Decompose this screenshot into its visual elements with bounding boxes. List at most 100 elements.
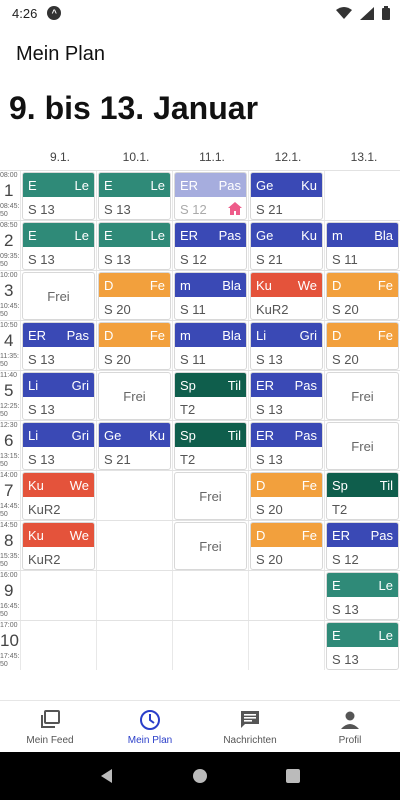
lesson-card[interactable]: ER Pas S 12 (174, 222, 247, 270)
lesson-teacher: Ku (301, 177, 317, 193)
lesson-room-label: S 20 (332, 301, 359, 317)
lesson-room-label: S 20 (104, 351, 131, 367)
free-period[interactable]: Frei (174, 522, 247, 570)
lesson-subject: m (332, 227, 343, 243)
lesson-card[interactable]: ER Pas S 12 (174, 172, 247, 220)
lesson-card[interactable]: Ge Ku S 21 (98, 422, 171, 470)
free-period[interactable]: Frei (174, 472, 247, 520)
lesson-card[interactable]: D Fe S 20 (250, 522, 323, 570)
lesson-card[interactable]: D Fe S 20 (326, 272, 399, 320)
lesson-room: S 13 (99, 247, 170, 269)
lesson-card[interactable]: E Le S 13 (98, 222, 171, 270)
lesson-card[interactable]: Ku We KuR2 (22, 472, 95, 520)
period-start-time: 10:50 (0, 322, 18, 329)
lesson-room: S 13 (327, 597, 398, 619)
lesson-subject: Ku (28, 527, 44, 543)
app-bar: Mein Plan (0, 26, 400, 82)
lesson-card[interactable]: E Le S 13 (326, 572, 399, 620)
status-icons (336, 6, 390, 20)
free-period[interactable]: Frei (98, 372, 171, 420)
lesson-teacher: Ku (301, 227, 317, 243)
lesson-card[interactable]: D Fe S 20 (326, 322, 399, 370)
lesson-header: ER Pas (251, 373, 322, 397)
lesson-room: T2 (175, 397, 246, 419)
period-start-time: 08:00 (0, 172, 18, 179)
period-number: 6 (4, 431, 14, 450)
lesson-teacher: Gri (71, 377, 89, 393)
lesson-card[interactable]: E Le S 13 (22, 172, 95, 220)
lesson-room-label: S 13 (256, 351, 283, 367)
lesson-card[interactable]: m Bla S 11 (174, 322, 247, 370)
app-title: Mein Plan (16, 42, 105, 65)
lesson-card[interactable]: D Fe S 20 (98, 272, 171, 320)
lesson-subject: D (104, 277, 114, 293)
row-divider (0, 470, 400, 471)
lesson-card[interactable]: E Le S 13 (326, 622, 399, 670)
row-divider (0, 320, 400, 321)
period-number: 8 (4, 531, 14, 550)
lesson-subject: ER (180, 177, 199, 193)
nav-item-label: Nachrichten (223, 735, 277, 746)
lesson-card[interactable]: ER Pas S 13 (250, 422, 323, 470)
period-end-time-seconds: 50 (0, 611, 8, 618)
period-end-time-main: 15:35: (0, 553, 20, 560)
period-label: 10:00 3 10:45: 50 (0, 270, 22, 320)
lesson-room: S 11 (175, 347, 246, 369)
lesson-room: S 13 (99, 197, 170, 219)
lesson-card[interactable]: Li Gri S 13 (22, 422, 95, 470)
lesson-room-label: KuR2 (256, 301, 289, 317)
free-period[interactable]: Frei (22, 272, 95, 320)
period-end-time: 15:35: 50 (0, 553, 19, 569)
nav-item-label: Mein Plan (127, 735, 173, 746)
lesson-card[interactable]: Li Gri S 13 (22, 372, 95, 420)
lesson-subject: E (28, 177, 37, 193)
lesson-card[interactable]: m Bla S 11 (174, 272, 247, 320)
back-icon[interactable] (99, 768, 115, 784)
lesson-room-label: S 21 (256, 201, 283, 217)
lesson-card[interactable]: Ku We KuR2 (22, 522, 95, 570)
lesson-subject: Ge (256, 227, 274, 243)
free-period[interactable]: Frei (326, 372, 399, 420)
nav-item-nachrichten[interactable]: Nachrichten (200, 701, 300, 752)
lesson-room: S 13 (251, 347, 322, 369)
lesson-room-label: S 13 (256, 401, 283, 417)
lesson-card[interactable]: Li Gri S 13 (250, 322, 323, 370)
day-label: 9.1. (49, 150, 70, 164)
nav-item-mein-plan[interactable]: Mein Plan (100, 701, 200, 752)
lesson-card[interactable]: ER Pas S 12 (326, 522, 399, 570)
lesson-card[interactable]: E Le S 13 (22, 222, 95, 270)
lesson-card[interactable]: Sp Til T2 (174, 422, 247, 470)
lesson-card[interactable]: m Bla S 11 (326, 222, 399, 270)
lesson-card[interactable]: D Fe S 20 (250, 472, 323, 520)
recents-icon[interactable] (285, 768, 301, 784)
lesson-room: S 11 (327, 247, 398, 269)
lesson-header: Li Gri (23, 423, 94, 447)
period-end-time-seconds: 50 (0, 461, 8, 468)
lesson-card[interactable]: E Le S 13 (98, 172, 171, 220)
lesson-header: E Le (327, 573, 398, 597)
lesson-card[interactable]: Ge Ku S 21 (250, 222, 323, 270)
period-end-time-seconds: 50 (0, 211, 8, 218)
lesson-subject: Sp (332, 477, 348, 493)
nav-item-mein-feed[interactable]: Mein Feed (0, 701, 100, 752)
lesson-card[interactable]: Sp Til T2 (174, 372, 247, 420)
nav-item-profil[interactable]: Profil (300, 701, 400, 752)
lesson-card[interactable]: D Fe S 20 (98, 322, 171, 370)
lesson-teacher: Fe (377, 327, 393, 343)
free-period[interactable]: Frei (326, 422, 399, 470)
period-end-time: 08:45: 50 (0, 203, 19, 219)
home-button-icon[interactable] (192, 768, 208, 784)
lesson-card[interactable]: Ge Ku S 21 (250, 172, 323, 220)
lesson-subject: E (104, 227, 113, 243)
lesson-card[interactable]: Ku We KuR2 (250, 272, 323, 320)
lesson-header: E Le (23, 223, 94, 247)
lesson-card[interactable]: Sp Til T2 (326, 472, 399, 520)
lesson-room: T2 (327, 497, 398, 519)
lesson-teacher: Gri (71, 427, 89, 443)
lesson-card[interactable]: ER Pas S 13 (22, 322, 95, 370)
app-notification-icon: ^ (47, 6, 62, 20)
period-end-time-seconds: 50 (0, 361, 8, 368)
timetable-grid: 08:00 1 08:45: 50 08:50 2 09:35: 50 10:00 3 10:45:… (0, 170, 400, 670)
lesson-card[interactable]: ER Pas S 13 (250, 372, 323, 420)
period-label: 10:50 4 11:35: 50 (0, 320, 22, 370)
